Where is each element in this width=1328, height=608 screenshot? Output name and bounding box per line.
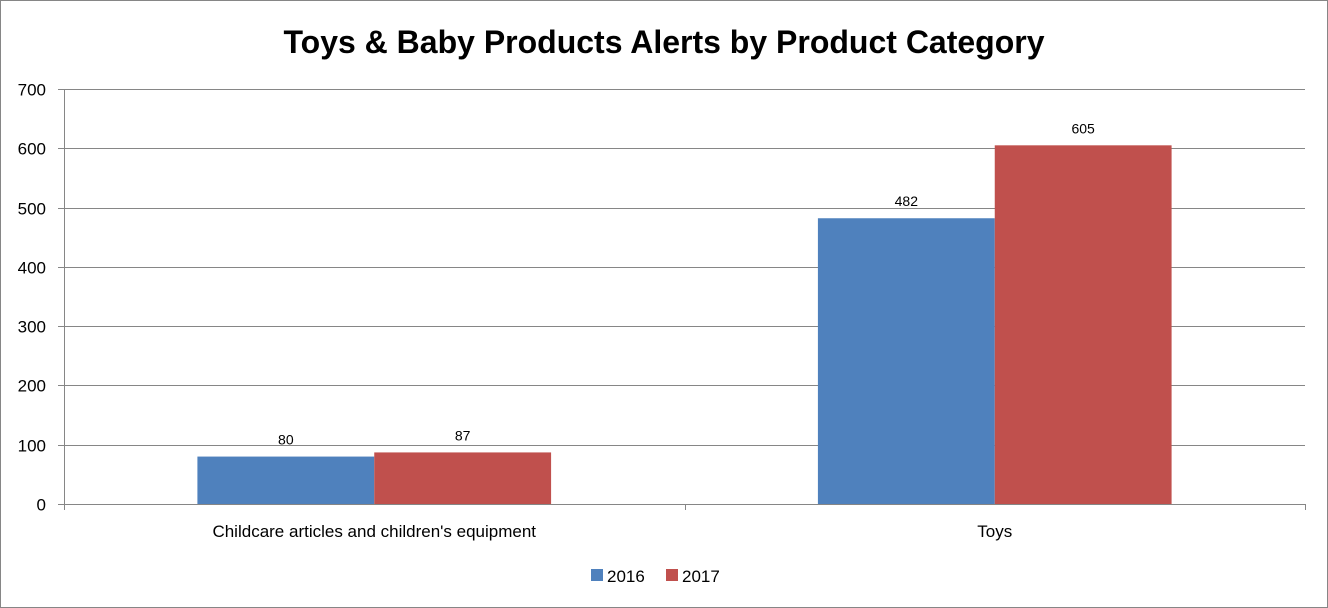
y-tick-label: 200 [18, 377, 46, 396]
y-tick-label: 400 [18, 259, 46, 278]
y-tick-label: 500 [18, 200, 46, 219]
legend-label: 2016 [607, 567, 645, 586]
legend-label: 2017 [682, 567, 720, 586]
data-label: 87 [455, 427, 471, 443]
chart-title: Toys & Baby Products Alerts by Product C… [283, 24, 1044, 60]
x-category-label: Toys [977, 522, 1012, 541]
y-tick-label: 0 [37, 496, 46, 515]
bar [994, 145, 1172, 505]
data-labels: 80 87 482 605 [278, 120, 1095, 447]
x-axis: Childcare articles and children's equipm… [64, 504, 1306, 541]
legend-swatch [666, 569, 678, 581]
data-label: 482 [895, 193, 919, 209]
bar [817, 218, 995, 504]
y-tick-label: 600 [18, 140, 46, 159]
bar [374, 452, 552, 504]
y-tick-label: 100 [18, 437, 46, 456]
bar [197, 456, 375, 504]
data-label: 605 [1071, 120, 1095, 136]
y-axis: 0 100 200 300 400 500 600 700 [18, 81, 65, 515]
legend-swatch [591, 569, 603, 581]
data-label: 80 [278, 432, 294, 448]
bars [197, 145, 1172, 505]
y-tick-label: 700 [18, 81, 46, 100]
legend: 2016 2017 [591, 567, 720, 586]
x-category-label: Childcare articles and children's equipm… [212, 522, 536, 541]
y-tick-label: 300 [18, 318, 46, 337]
